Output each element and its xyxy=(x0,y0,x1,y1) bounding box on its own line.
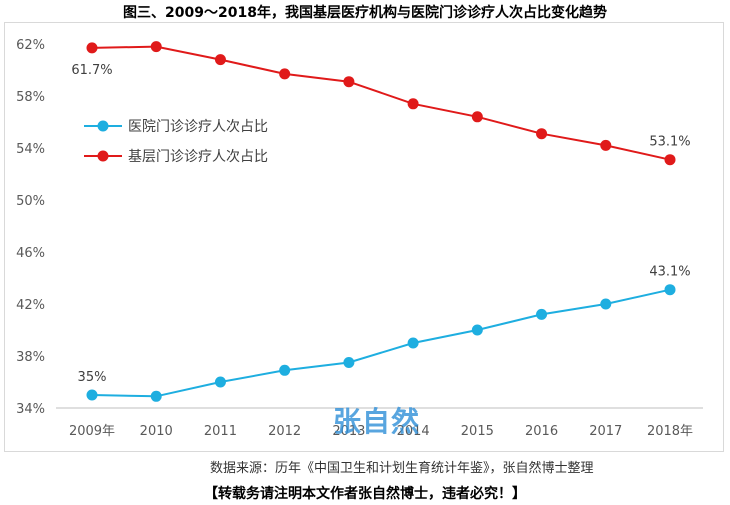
data-label: 61.7% xyxy=(71,63,112,78)
data-point xyxy=(471,111,483,123)
data-point xyxy=(536,308,548,320)
y-tick-label: 50% xyxy=(16,194,45,209)
chart-frame xyxy=(4,22,724,452)
legend-marker xyxy=(97,120,109,132)
y-tick-label: 62% xyxy=(16,38,45,53)
data-label: 35% xyxy=(78,370,107,385)
data-point xyxy=(471,324,483,336)
data-point xyxy=(600,298,612,310)
data-point xyxy=(150,390,162,402)
y-tick-label: 42% xyxy=(16,298,45,313)
source-note: 数据来源：历年《中国卫生和计划生育统计年鉴》，张自然博士整理 xyxy=(210,461,594,476)
x-tick-label: 2017 xyxy=(589,424,622,439)
data-point xyxy=(664,154,676,166)
data-point xyxy=(279,364,291,376)
y-tick-label: 58% xyxy=(16,90,45,105)
y-tick-label: 38% xyxy=(16,350,45,365)
data-point xyxy=(214,54,226,66)
x-tick-label: 2011 xyxy=(204,424,237,439)
legend-label: 医院门诊诊疗人次占比 xyxy=(128,119,268,135)
copyright-notice: 【转载务请注明本文作者张自然博士，违者必究！】 xyxy=(204,486,526,502)
series-line xyxy=(91,288,671,398)
data-point xyxy=(343,357,355,368)
watermark: 张自然 xyxy=(333,405,421,438)
data-point xyxy=(214,376,226,388)
series-line xyxy=(91,45,671,161)
chart-title: 图三、2009～2018年，我国基层医疗机构与医院门诊诊疗人次占比变化趋势 xyxy=(123,5,607,21)
data-point xyxy=(86,42,98,54)
x-tick-label: 2010 xyxy=(140,424,173,439)
data-point xyxy=(536,128,548,140)
x-tick-label: 2014 xyxy=(397,424,430,439)
x-tick-label: 2016 xyxy=(525,424,558,439)
x-tick-label: 2013 xyxy=(332,424,365,439)
data-label: 43.1% xyxy=(649,265,690,280)
data-point xyxy=(407,98,419,110)
y-tick-label: 54% xyxy=(16,142,45,157)
y-tick-label: 46% xyxy=(16,246,45,261)
y-tick-label: 34% xyxy=(16,402,45,417)
data-point xyxy=(407,337,419,349)
data-point xyxy=(600,139,612,151)
data-point xyxy=(664,284,676,296)
x-tick-label: 2012 xyxy=(268,424,301,439)
data-point xyxy=(150,41,162,53)
data-point xyxy=(279,68,291,80)
data-point xyxy=(343,76,355,88)
legend-marker xyxy=(97,150,109,162)
data-label: 53.1% xyxy=(649,135,690,150)
x-tick-label: 2009年 xyxy=(69,424,115,439)
data-point xyxy=(86,389,98,401)
legend-label: 基层门诊诊疗人次占比 xyxy=(128,148,268,165)
x-tick-label: 2018年 xyxy=(647,424,693,439)
x-tick-label: 2015 xyxy=(461,424,494,439)
